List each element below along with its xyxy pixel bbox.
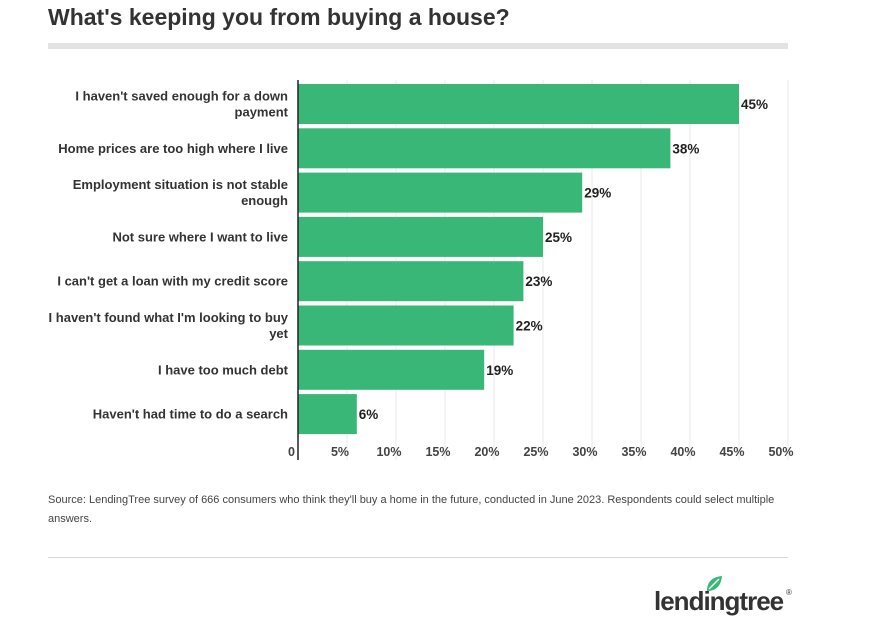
x-tick-label: 10% xyxy=(376,445,401,459)
x-tick-label: 20% xyxy=(474,445,499,459)
category-label: I have too much debt xyxy=(158,362,289,377)
x-axis-ticks: 0 5% 10% 15% 20% 25% 30% 35% 40% 45% 50% xyxy=(288,445,793,459)
category-label: I can't get a loan with my credit score xyxy=(57,274,288,289)
x-tick-label: 5% xyxy=(331,445,349,459)
bar xyxy=(298,216,543,257)
category-label: Home prices are too high where I live xyxy=(58,141,288,156)
bar xyxy=(298,84,739,124)
bar xyxy=(298,128,671,169)
category-label: Haven't had time to do a search xyxy=(93,407,288,422)
x-tick-label: 25% xyxy=(523,445,548,459)
bar xyxy=(298,394,357,435)
category-label: I haven't found what I'm looking to buy xyxy=(49,310,289,325)
logo-wordmark: lendingtree xyxy=(654,586,784,616)
x-tick-label: 50% xyxy=(768,445,793,459)
category-labels: I haven't saved enough for a downpayment… xyxy=(49,89,289,422)
x-tick-label: 15% xyxy=(425,445,450,459)
x-tick-label: 40% xyxy=(670,445,695,459)
bar xyxy=(298,261,524,302)
footer-divider xyxy=(48,557,788,558)
value-labels: 45% 38% 29% 25% 23% 22% 19% 6% xyxy=(359,97,768,422)
category-label: yet xyxy=(269,326,288,341)
category-label: I haven't saved enough for a down xyxy=(75,89,288,104)
chart-title: What's keeping you from buying a house? xyxy=(48,4,510,30)
x-tick-label: 30% xyxy=(572,445,597,459)
value-label: 38% xyxy=(672,141,699,156)
value-label: 23% xyxy=(525,274,552,289)
lendingtree-logo: lendingtree ® xyxy=(654,576,794,618)
value-label: 45% xyxy=(741,97,768,112)
category-label: Employment situation is not stable xyxy=(73,177,288,192)
category-label: payment xyxy=(235,105,289,120)
x-tick-label: 45% xyxy=(719,445,744,459)
value-label: 6% xyxy=(359,407,379,422)
category-label: enough xyxy=(241,193,288,208)
category-label: Not sure where I want to live xyxy=(112,229,288,244)
value-label: 29% xyxy=(584,186,611,201)
bars xyxy=(298,84,739,435)
x-tick-label: 0 xyxy=(288,445,295,459)
bar xyxy=(298,349,485,390)
bar xyxy=(298,305,514,346)
title-divider xyxy=(48,43,788,49)
bar xyxy=(298,172,583,213)
x-tick-label: 35% xyxy=(621,445,646,459)
registered-mark: ® xyxy=(786,588,792,597)
source-note: Source: LendingTree survey of 666 consum… xyxy=(48,494,775,525)
bar-chart: I haven't saved enough for a downpayment… xyxy=(49,80,794,460)
value-label: 25% xyxy=(545,230,572,245)
leaf-icon xyxy=(707,576,722,591)
value-label: 19% xyxy=(486,363,513,378)
value-label: 22% xyxy=(516,319,543,334)
